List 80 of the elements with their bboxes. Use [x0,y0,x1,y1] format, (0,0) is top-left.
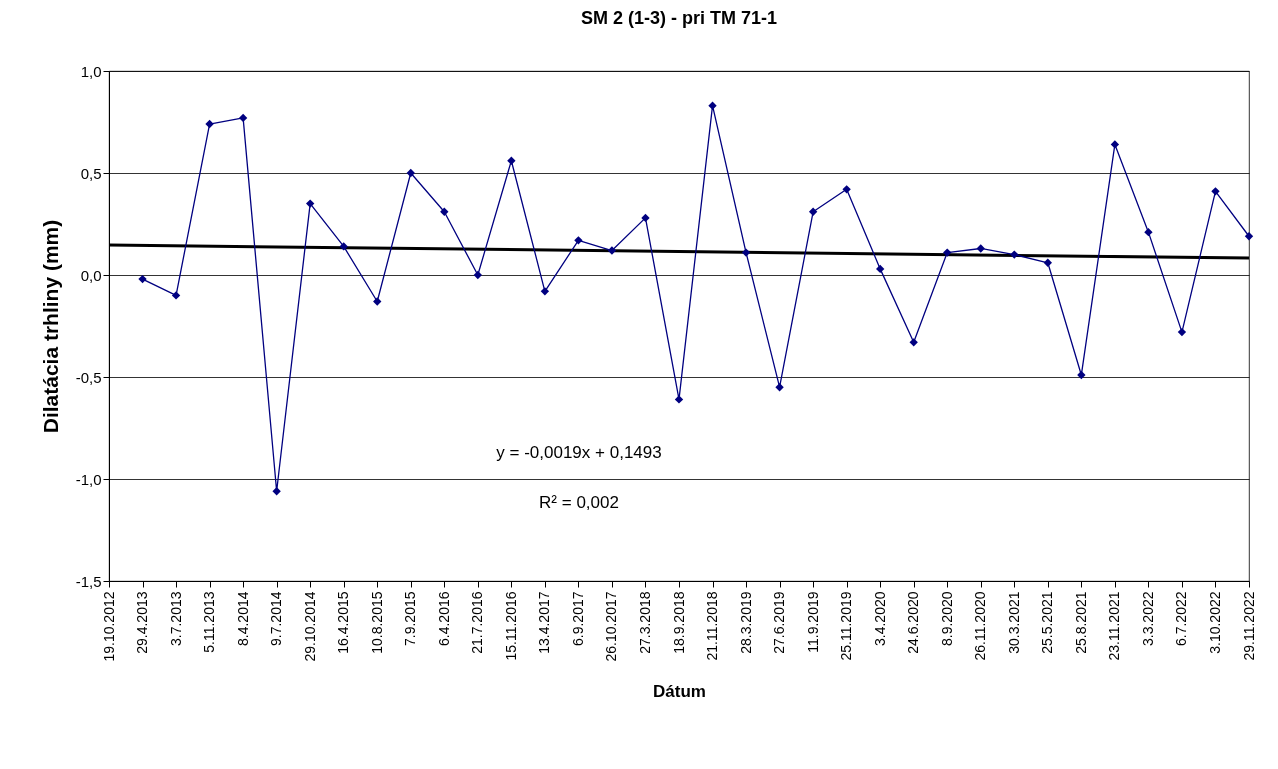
x-tick-label: 21.11.2018 [704,591,721,661]
x-tick-label: 16.4.2015 [335,591,352,654]
x-tick-label: 9.7.2014 [268,591,285,646]
x-tick-label: 6.4.2016 [435,591,452,646]
x-tick-label: 25.5.2021 [1039,591,1056,654]
point [373,297,382,306]
x-tick-label: 29.4.2013 [134,591,151,654]
point [473,270,483,280]
y-tick-label: 0,0 [80,266,102,284]
point [507,156,516,165]
x-tick-label: 6.7.2022 [1173,591,1190,646]
point [272,487,281,496]
point [1177,327,1187,337]
point [138,274,147,284]
x-tick-label: 3.7.2013 [167,591,184,646]
x-tick-label: 25.11.2019 [838,591,855,661]
x-tick-label: 18.9.2018 [670,591,687,654]
x-tick-label: 3.10.2022 [1206,591,1223,654]
x-axis-title: Dátum [653,681,706,701]
x-tick-label: 7.9.2015 [402,591,419,646]
x-tick-label: 6.9.2017 [569,591,586,646]
point [540,287,550,296]
annotation: R² = 0,002 [539,493,619,512]
point [943,248,952,257]
point [574,236,583,245]
x-tick-label: 26.11.2020 [972,591,989,661]
point [976,244,985,253]
x-tick-label: 3.4.2020 [871,591,888,646]
point [1010,250,1019,259]
point [305,199,315,208]
x-tick-label: 28.3.2019 [737,591,754,654]
y-axis-title: Dilatácia trhliny (mm) [38,219,62,434]
x-tick-label: 29.11.2022 [1240,591,1257,661]
point [171,291,181,300]
point [1043,258,1053,267]
x-tick-label: 8.9.2020 [938,591,955,646]
x-tick-label: 23.11.2021 [1106,591,1123,661]
x-tick-label: 15.11.2016 [502,591,519,661]
point [741,248,751,257]
x-tick-label: 25.8.2021 [1072,591,1089,654]
point [775,383,784,392]
x-tick-label: 5.11.2013 [201,591,218,653]
point [339,242,348,251]
y-tick-label: -0,5 [75,368,102,386]
point [842,185,851,194]
x-tick-label: 3.3.2022 [1139,591,1156,646]
x-tick-label: 30.3.2021 [1005,591,1022,654]
y-tick-label: -1,5 [75,572,102,590]
x-tick-label: 10.8.2015 [368,591,385,654]
y-tick-label: 1,0 [80,62,102,80]
x-tick-label: 24.6.2020 [905,591,922,654]
x-tick-label: 13.4.2017 [536,591,553,654]
point [238,113,248,123]
point [1110,140,1120,149]
x-tick-label: 8.4.2014 [234,591,251,646]
point [1244,232,1254,241]
point [641,213,650,223]
x-tick-label: 27.6.2019 [771,591,788,654]
point [1077,370,1086,380]
x-tick-label: 21.7.2016 [469,591,486,654]
point [1144,227,1153,237]
point [406,168,415,178]
chart-title: SM 2 (1-3) - pri TM 71-1 [580,8,778,28]
point [607,246,617,255]
point [875,264,885,274]
x-tick-label: 26.10.2017 [603,591,620,662]
point [909,338,918,347]
x-tick-label: 27.3.2018 [636,591,653,654]
annotation: y = -0,0019x + 0,1493 [496,443,662,462]
point [708,101,717,110]
point [1211,187,1220,196]
point [440,207,449,216]
x-tick-label: 29.10.2014 [301,591,318,662]
point [674,395,684,404]
x-tick-label: 19.10.2012 [100,591,117,662]
point [205,119,214,129]
y-tick-label: -1,0 [75,470,102,488]
y-tick-label: 0,5 [80,164,102,182]
point [808,207,818,216]
x-tick-label: 11.9.2019 [804,591,821,653]
